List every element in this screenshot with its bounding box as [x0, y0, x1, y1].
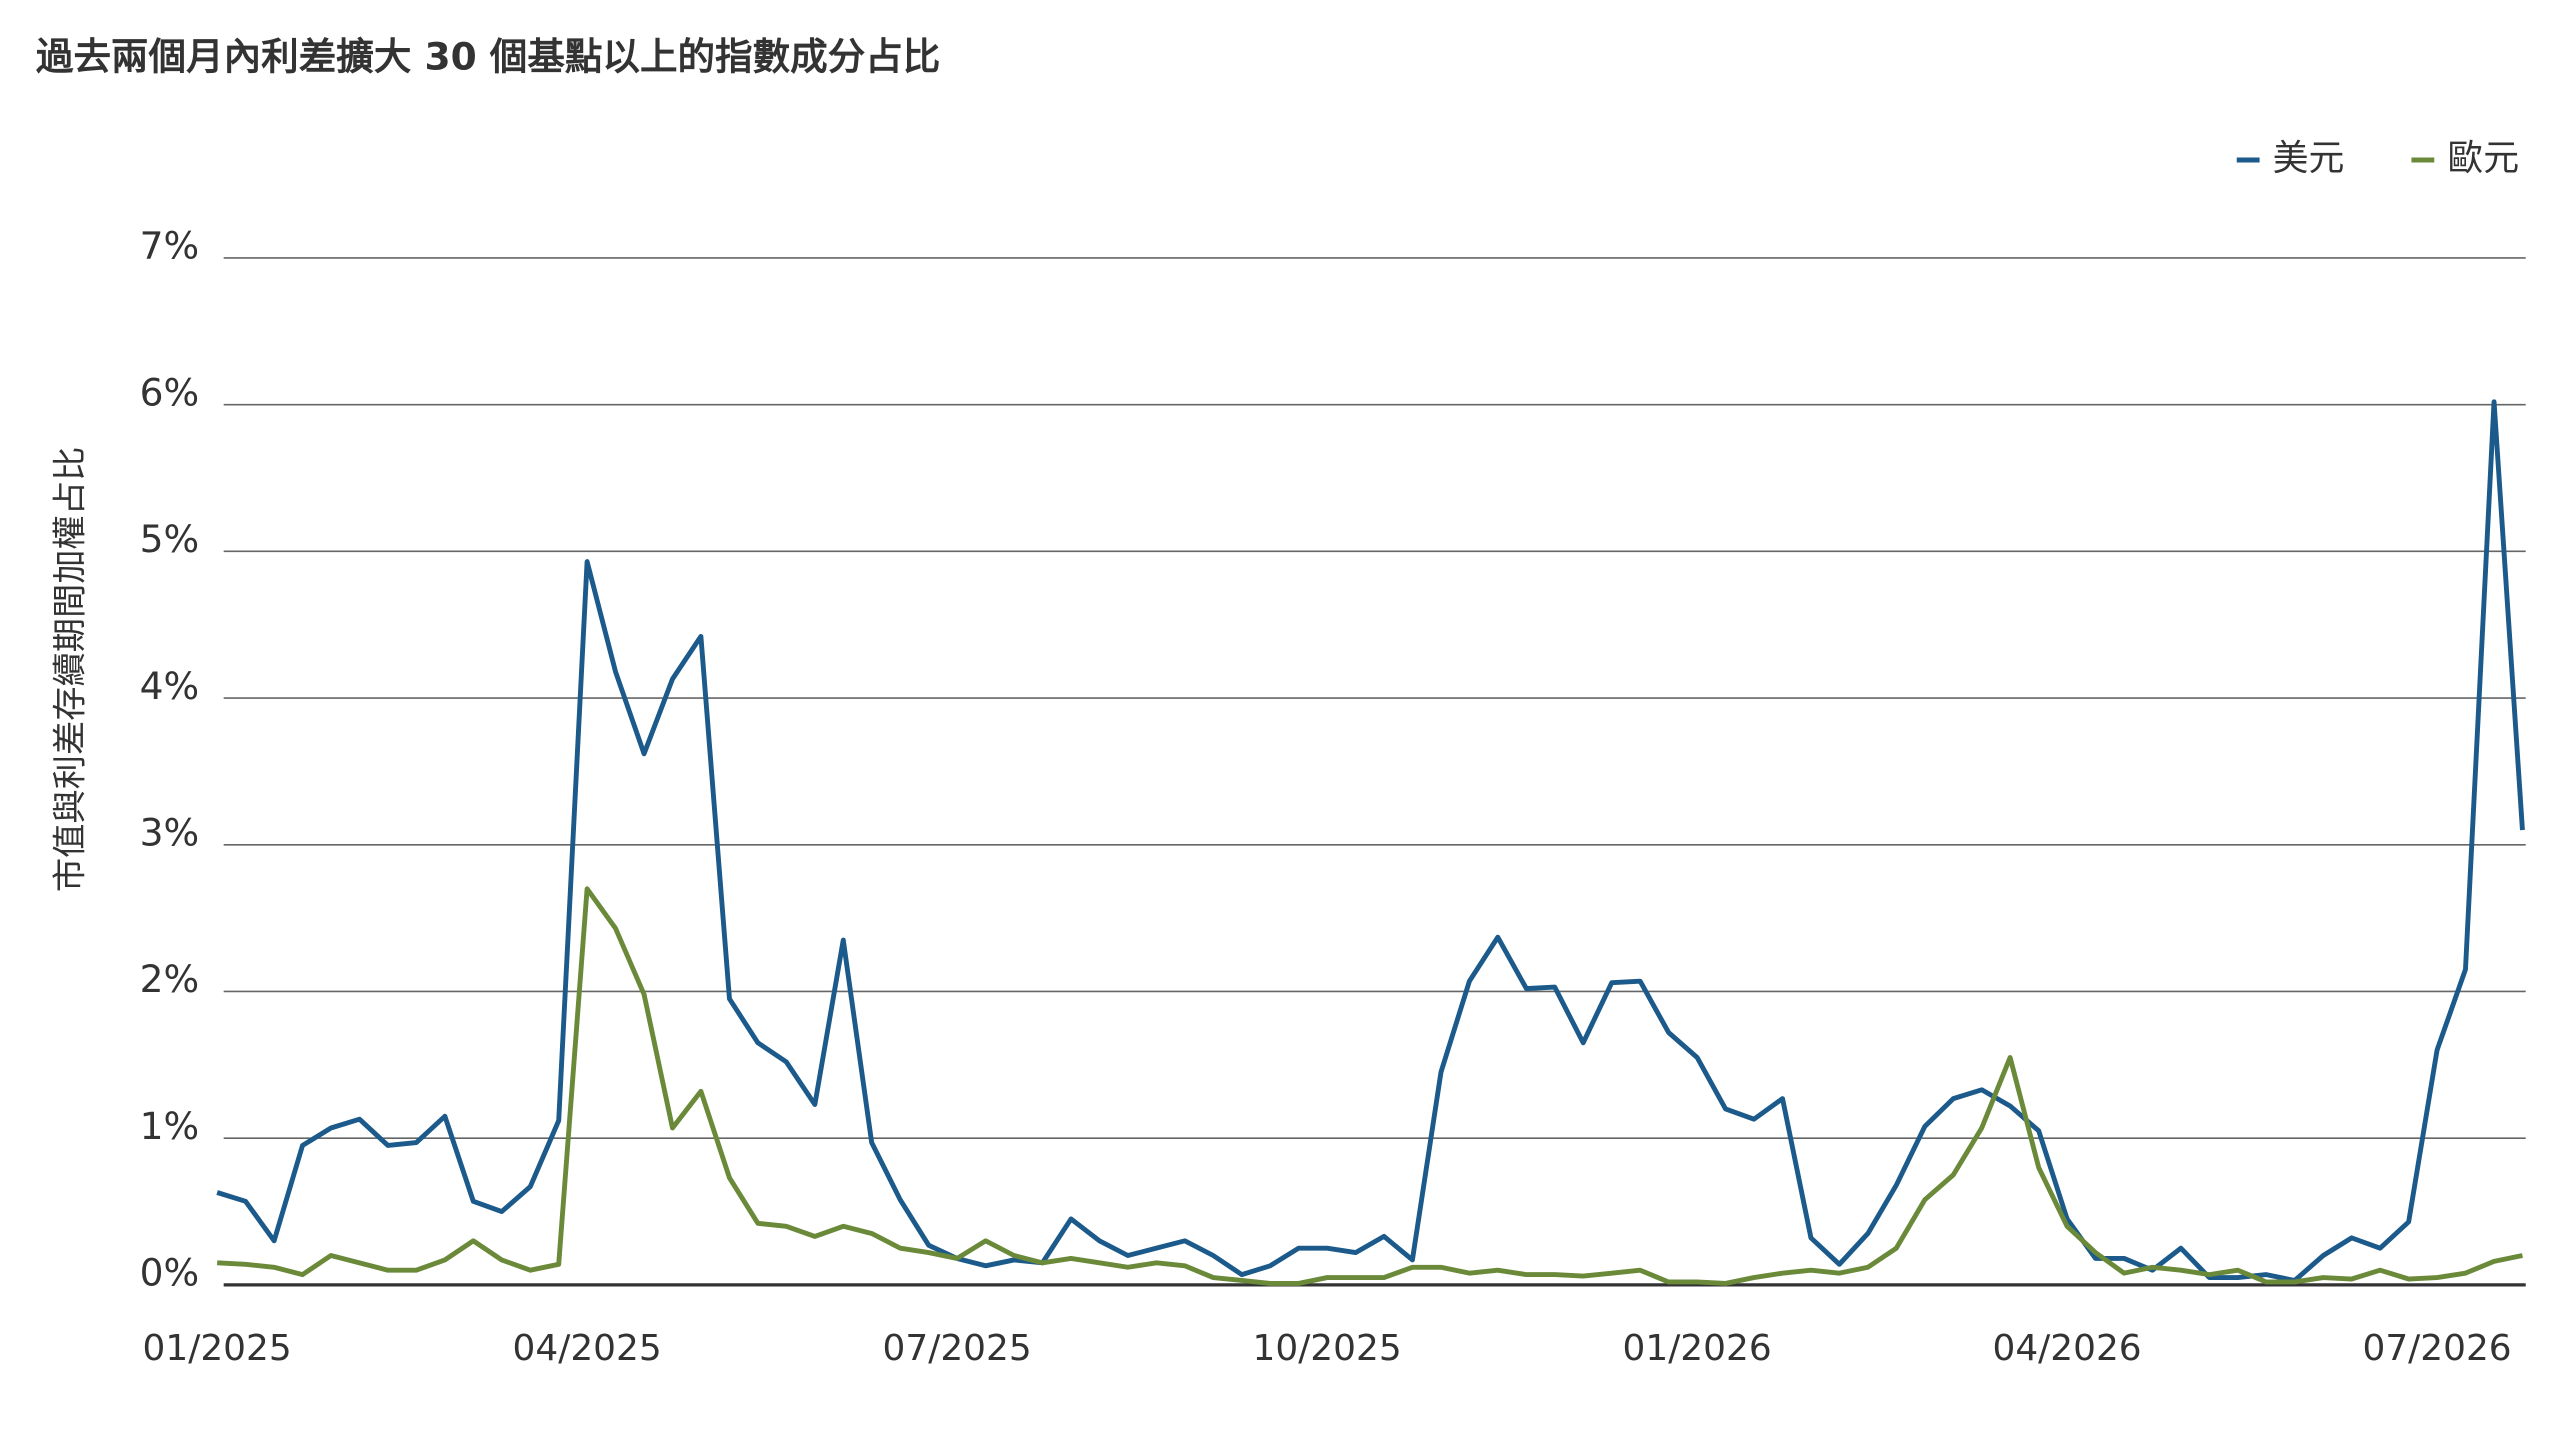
y-tick-label: 3%	[140, 810, 200, 854]
x-tick-label: 04/2026	[1992, 1328, 2141, 1369]
x-tick-label: 04/2025	[513, 1328, 662, 1369]
y-tick-label: 4%	[140, 664, 200, 708]
legend-label: 美元	[2273, 138, 2345, 179]
y-tick-label: 7%	[140, 224, 200, 268]
x-tick-label: 10/2025	[1253, 1328, 1402, 1369]
line-series	[217, 886, 2523, 1286]
chart-title: 過去兩個月內利差擴大 30 個基點以上的指數成分占比	[36, 34, 940, 78]
y-tick-label: 2%	[140, 957, 200, 1001]
legend-label: 歐元	[2447, 138, 2519, 179]
y-tick-label: 6%	[140, 370, 200, 414]
x-tick-label: 01/2025	[143, 1328, 292, 1369]
line-series	[216, 399, 2525, 1283]
x-tick-label: 01/2026	[1623, 1328, 1772, 1369]
x-tick-label: 07/2025	[883, 1328, 1032, 1369]
y-axis-label: 市值與利差存續期間加權占比	[50, 447, 90, 892]
y-tick-label: 0%	[140, 1251, 200, 1295]
y-tick-label: 5%	[140, 517, 200, 561]
x-tick-label: 07/2026	[2362, 1328, 2511, 1369]
y-tick-label: 1%	[140, 1104, 200, 1148]
